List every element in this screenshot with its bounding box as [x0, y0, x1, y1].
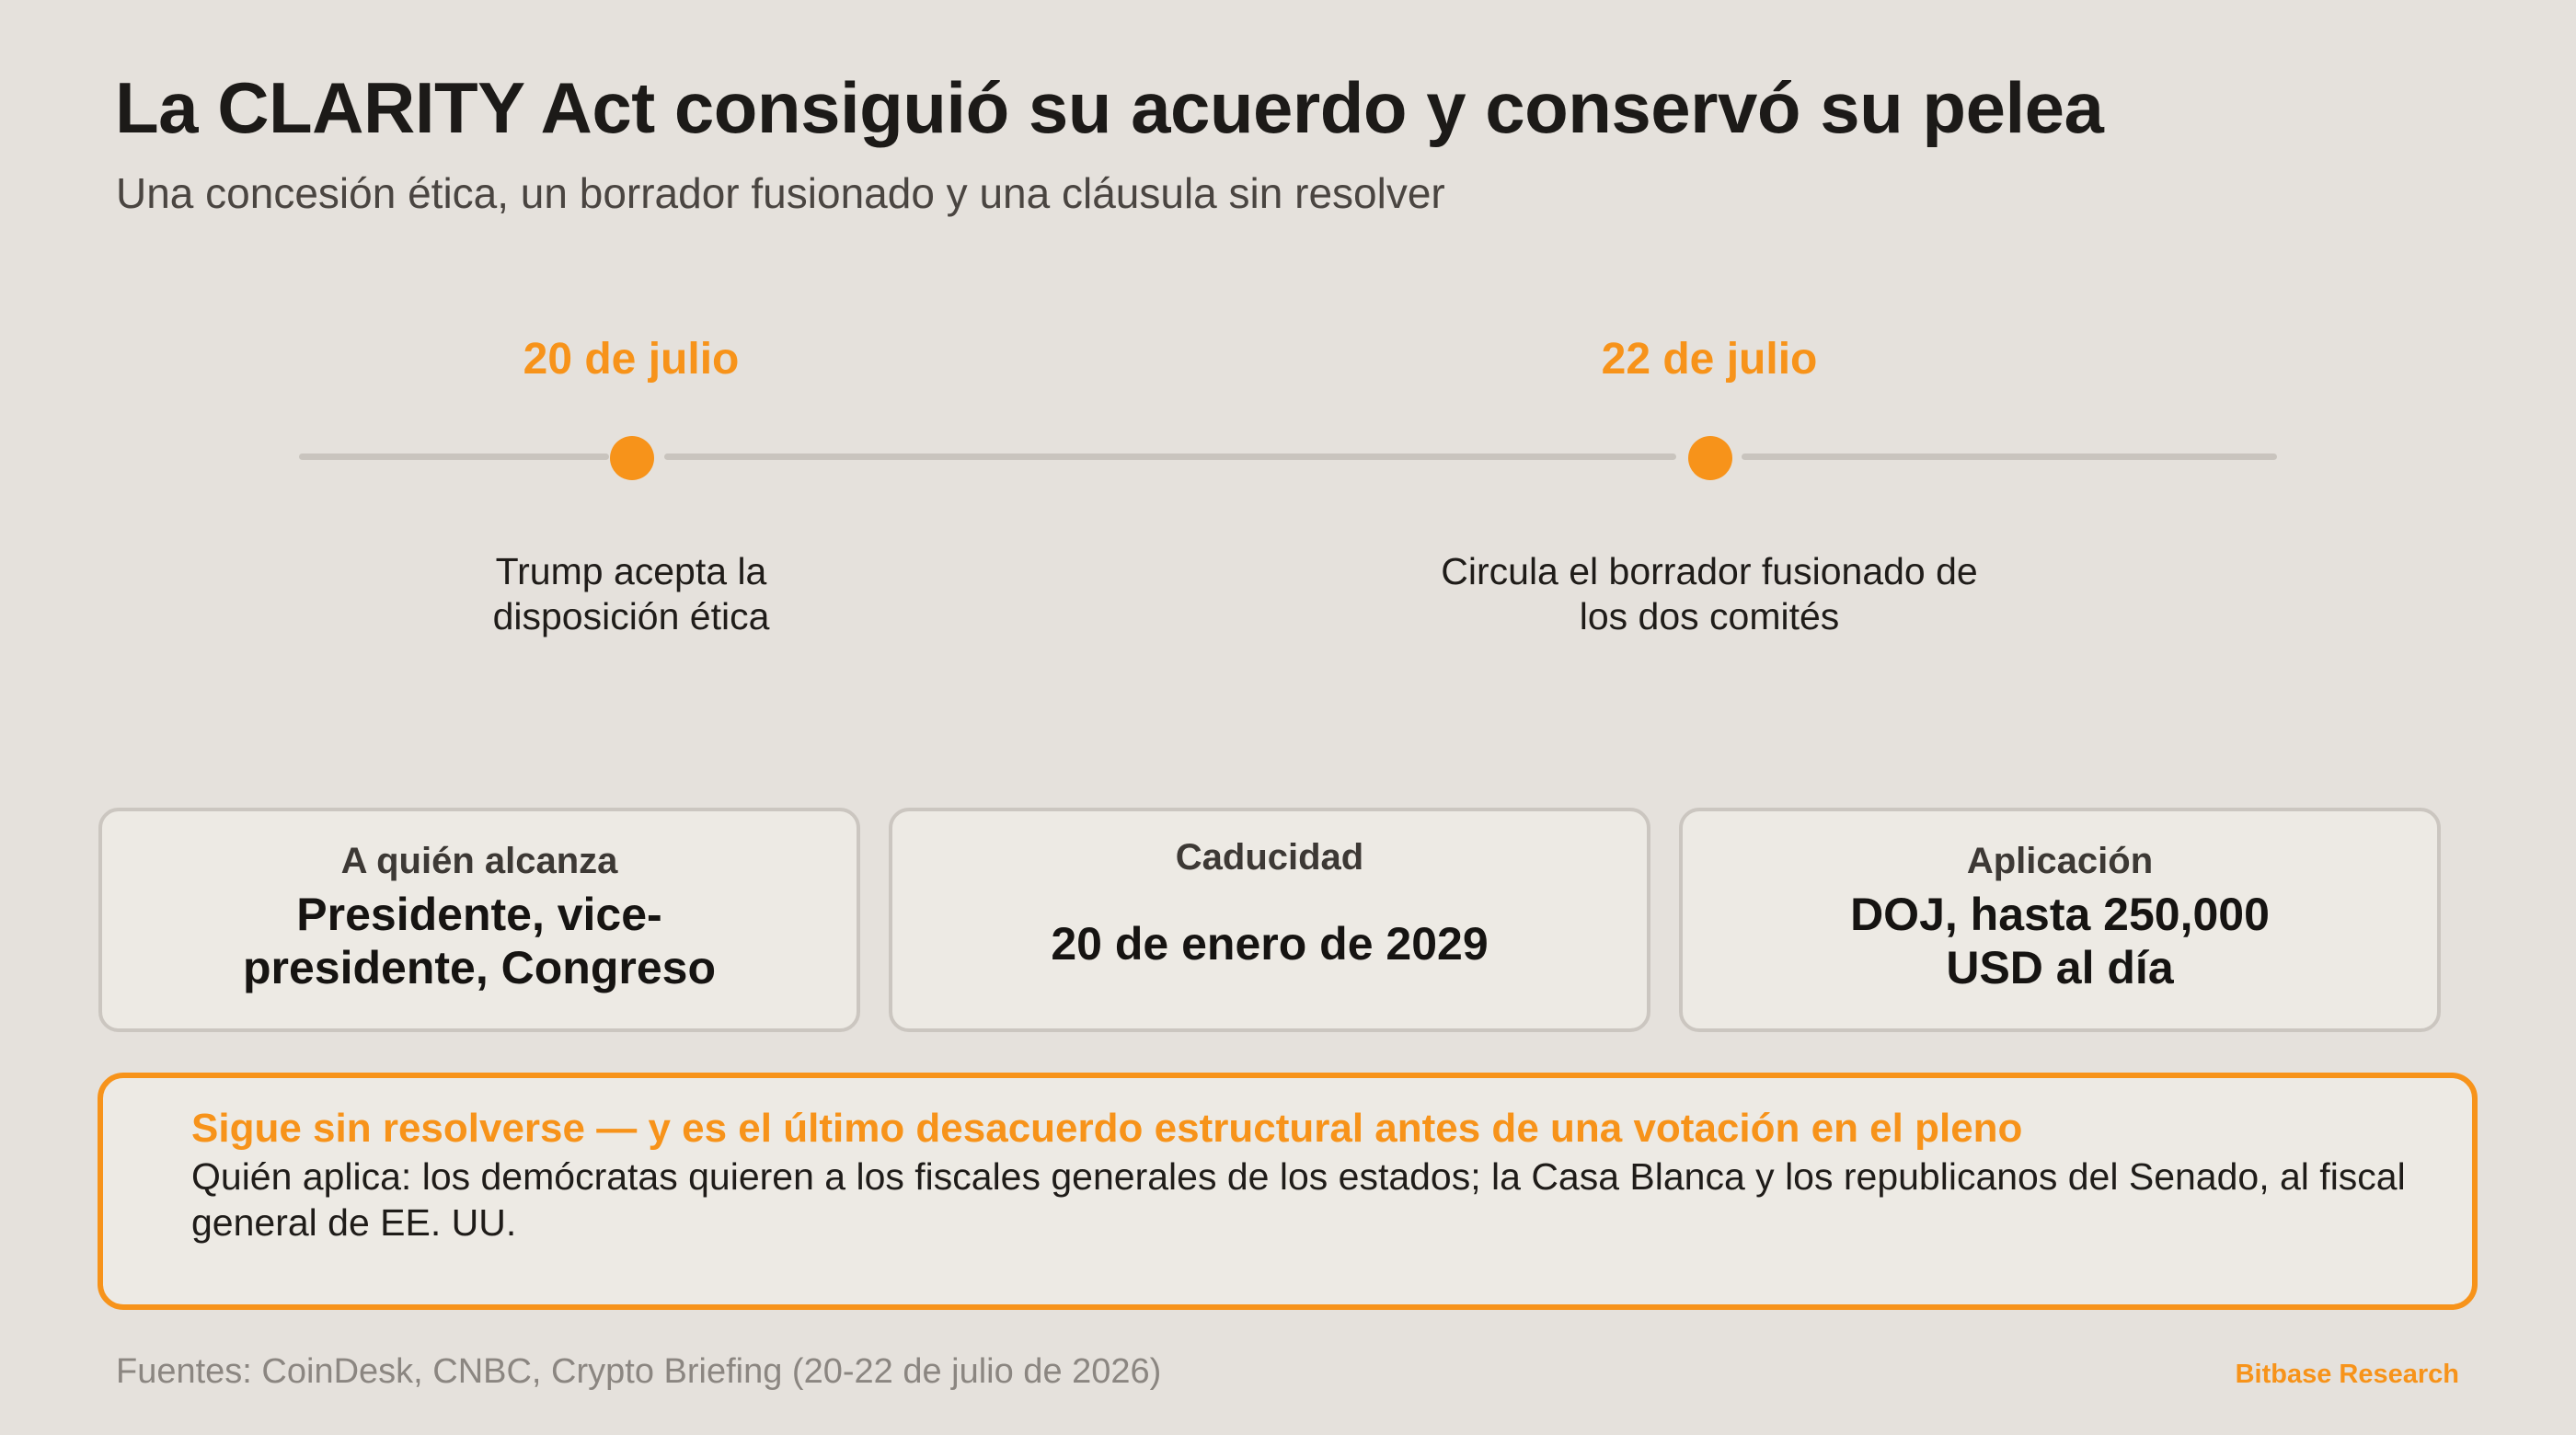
- card-enforcement-value-text: DOJ, hasta 250,000 USD al día: [1850, 889, 2270, 993]
- card-enforcement: Aplicación DOJ, hasta 250,000 USD al día: [1679, 808, 2441, 1032]
- card-expiry-label: Caducidad: [1175, 837, 1364, 878]
- timeline-date-1: 20 de julio: [523, 335, 740, 384]
- timeline-event-1-text: Trump acepta la disposición ética: [492, 550, 770, 637]
- callout-body: Quién aplica: los demócratas quieren a l…: [191, 1155, 2406, 1244]
- card-scope: A quién alcanza Presidente, vice-preside…: [98, 808, 860, 1032]
- timeline-marker-1: [610, 436, 654, 480]
- page-subtitle: Una concesión ética, un borrador fusiona…: [116, 169, 1445, 217]
- card-enforcement-value: DOJ, hasta 250,000 USD al día: [1701, 888, 2419, 994]
- timeline-event-1: Trump acepta la disposición ética: [263, 549, 999, 639]
- brand-label: Bitbase Research: [2235, 1360, 2459, 1389]
- card-scope-label: A quién alcanza: [340, 841, 618, 881]
- timeline-line-segment: [664, 453, 1676, 460]
- timeline-line-segment: [299, 453, 609, 460]
- card-scope-value: Presidente, vice-presidente, Congreso: [121, 888, 838, 994]
- card-expiry: Caducidad 20 de enero de 2029: [889, 808, 1650, 1032]
- timeline-event-2-text: Circula el borrador fusionado de los dos…: [1441, 550, 1978, 637]
- card-enforcement-label: Aplicación: [1966, 841, 2154, 881]
- sources-footnote: Fuentes: CoinDesk, CNBC, Crypto Briefing…: [116, 1352, 1162, 1391]
- callout-title: Sigue sin resolverse — y es el último de…: [191, 1106, 2023, 1151]
- unresolved-callout: Sigue sin resolverse — y es el último de…: [98, 1073, 2478, 1310]
- card-expiry-value: 20 de enero de 2029: [1051, 918, 1489, 970]
- card-scope-value-text: Presidente, vice-presidente, Congreso: [243, 889, 716, 993]
- timeline-date-2: 22 de julio: [1601, 335, 1818, 384]
- timeline-line-segment: [1742, 453, 2277, 460]
- timeline-marker-2: [1688, 436, 1732, 480]
- timeline-event-2: Circula el borrador fusionado de los dos…: [1341, 549, 2077, 639]
- page-title: La CLARITY Act consiguió su acuerdo y co…: [115, 67, 2104, 148]
